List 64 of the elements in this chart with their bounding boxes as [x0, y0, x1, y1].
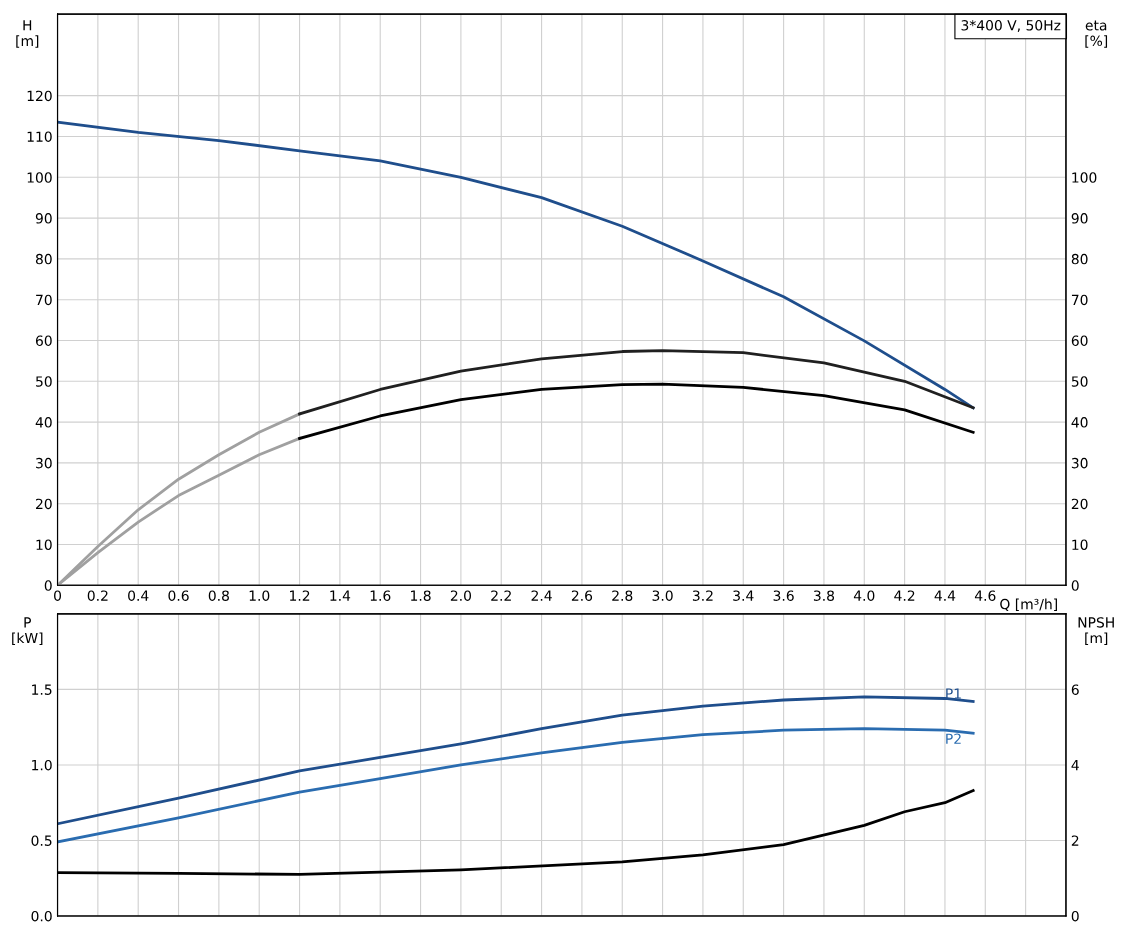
- x-tick-label: 0.2: [87, 590, 108, 601]
- x-tick-label: 3.6: [773, 590, 794, 601]
- x-tick-label: 0: [54, 590, 62, 601]
- x-tick-label: 4.6: [974, 590, 996, 601]
- y2-tick-label: 4: [1071, 760, 1079, 771]
- y2-tick-label: 30: [1071, 457, 1088, 469]
- y2-tick-label: 0: [1071, 910, 1079, 922]
- y2-tick-label: 50: [1071, 376, 1088, 387]
- y2-tick-label: 40: [1071, 417, 1088, 428]
- y-axis-title: P [kW]: [12, 617, 43, 645]
- y-tick-label: 30: [36, 457, 52, 469]
- y2-axis-title: NPSH [m]: [1078, 617, 1114, 645]
- y-tick-label: 70: [36, 294, 52, 306]
- x-tick-label: 4.4: [934, 590, 956, 601]
- y-tick-label: 0.5: [31, 835, 52, 846]
- x-axis-title: Q [m³/h]: [1000, 598, 1057, 611]
- y-tick-label: 1.5: [32, 684, 52, 695]
- y2-tick-label: 90: [1071, 213, 1088, 224]
- x-tick-label: 0.6: [168, 590, 189, 601]
- x-tick-label: 1.6: [370, 590, 391, 601]
- y2-tick-label: 2: [1071, 835, 1079, 846]
- x-tick-label: 4.2: [894, 590, 915, 601]
- y2-tick-label: 80: [1071, 253, 1088, 265]
- annotation: 3*400 V, 50Hz: [961, 20, 1061, 32]
- x-tick-label: 0.8: [208, 590, 229, 601]
- y2-tick-label: 10: [1072, 539, 1088, 550]
- y-tick-label: 110: [27, 131, 52, 142]
- x-tick-label: 1.0: [249, 590, 270, 601]
- y2-tick-label: 20: [1071, 498, 1088, 510]
- x-tick-label: 1.2: [290, 590, 310, 601]
- x-tick-label: 2.2: [491, 590, 511, 601]
- x-tick-label: 3.8: [813, 590, 835, 601]
- y-tick-label: 80: [35, 253, 52, 265]
- x-tick-label: 1.4: [330, 590, 351, 601]
- y-tick-label: 1.0: [32, 759, 52, 771]
- x-tick-label: 2.8: [612, 590, 633, 601]
- x-tick-label: 3.4: [733, 590, 754, 601]
- y2-tick-label: 6: [1071, 684, 1079, 695]
- y-tick-label: 0.0: [31, 910, 52, 922]
- y-tick-label: 20: [36, 498, 52, 510]
- y2-tick-label: 60: [1071, 335, 1088, 346]
- x-tick-label: 2.4: [531, 590, 552, 601]
- y2-axis-title: eta [%]: [1085, 20, 1108, 48]
- y-tick-label: 90: [35, 213, 52, 224]
- y2-tick-label: 70: [1071, 294, 1088, 306]
- y2-tick-label: 100: [1072, 172, 1097, 183]
- series-label: P1: [946, 688, 961, 699]
- x-tick-label: 2.0: [450, 590, 472, 601]
- y-tick-label: 50: [36, 376, 52, 387]
- x-tick-label: 2.6: [571, 590, 593, 601]
- y-tick-label: 10: [36, 539, 52, 550]
- y-tick-label: 100: [27, 172, 52, 183]
- y-tick-label: 40: [35, 417, 52, 428]
- x-tick-label: 1.8: [411, 590, 431, 601]
- x-tick-label: 3.2: [692, 590, 713, 601]
- series-label: P2: [946, 733, 961, 744]
- y-tick-label: 120: [27, 90, 52, 102]
- y2-tick-label: 0: [1071, 580, 1079, 591]
- y-tick-label: 60: [35, 335, 52, 346]
- y-axis-title: H [m]: [16, 20, 39, 48]
- x-tick-label: 3.0: [652, 590, 673, 601]
- x-tick-label: 0.4: [128, 590, 149, 601]
- y-tick-label: 0: [44, 580, 52, 591]
- x-tick-label: 4.0: [853, 590, 875, 601]
